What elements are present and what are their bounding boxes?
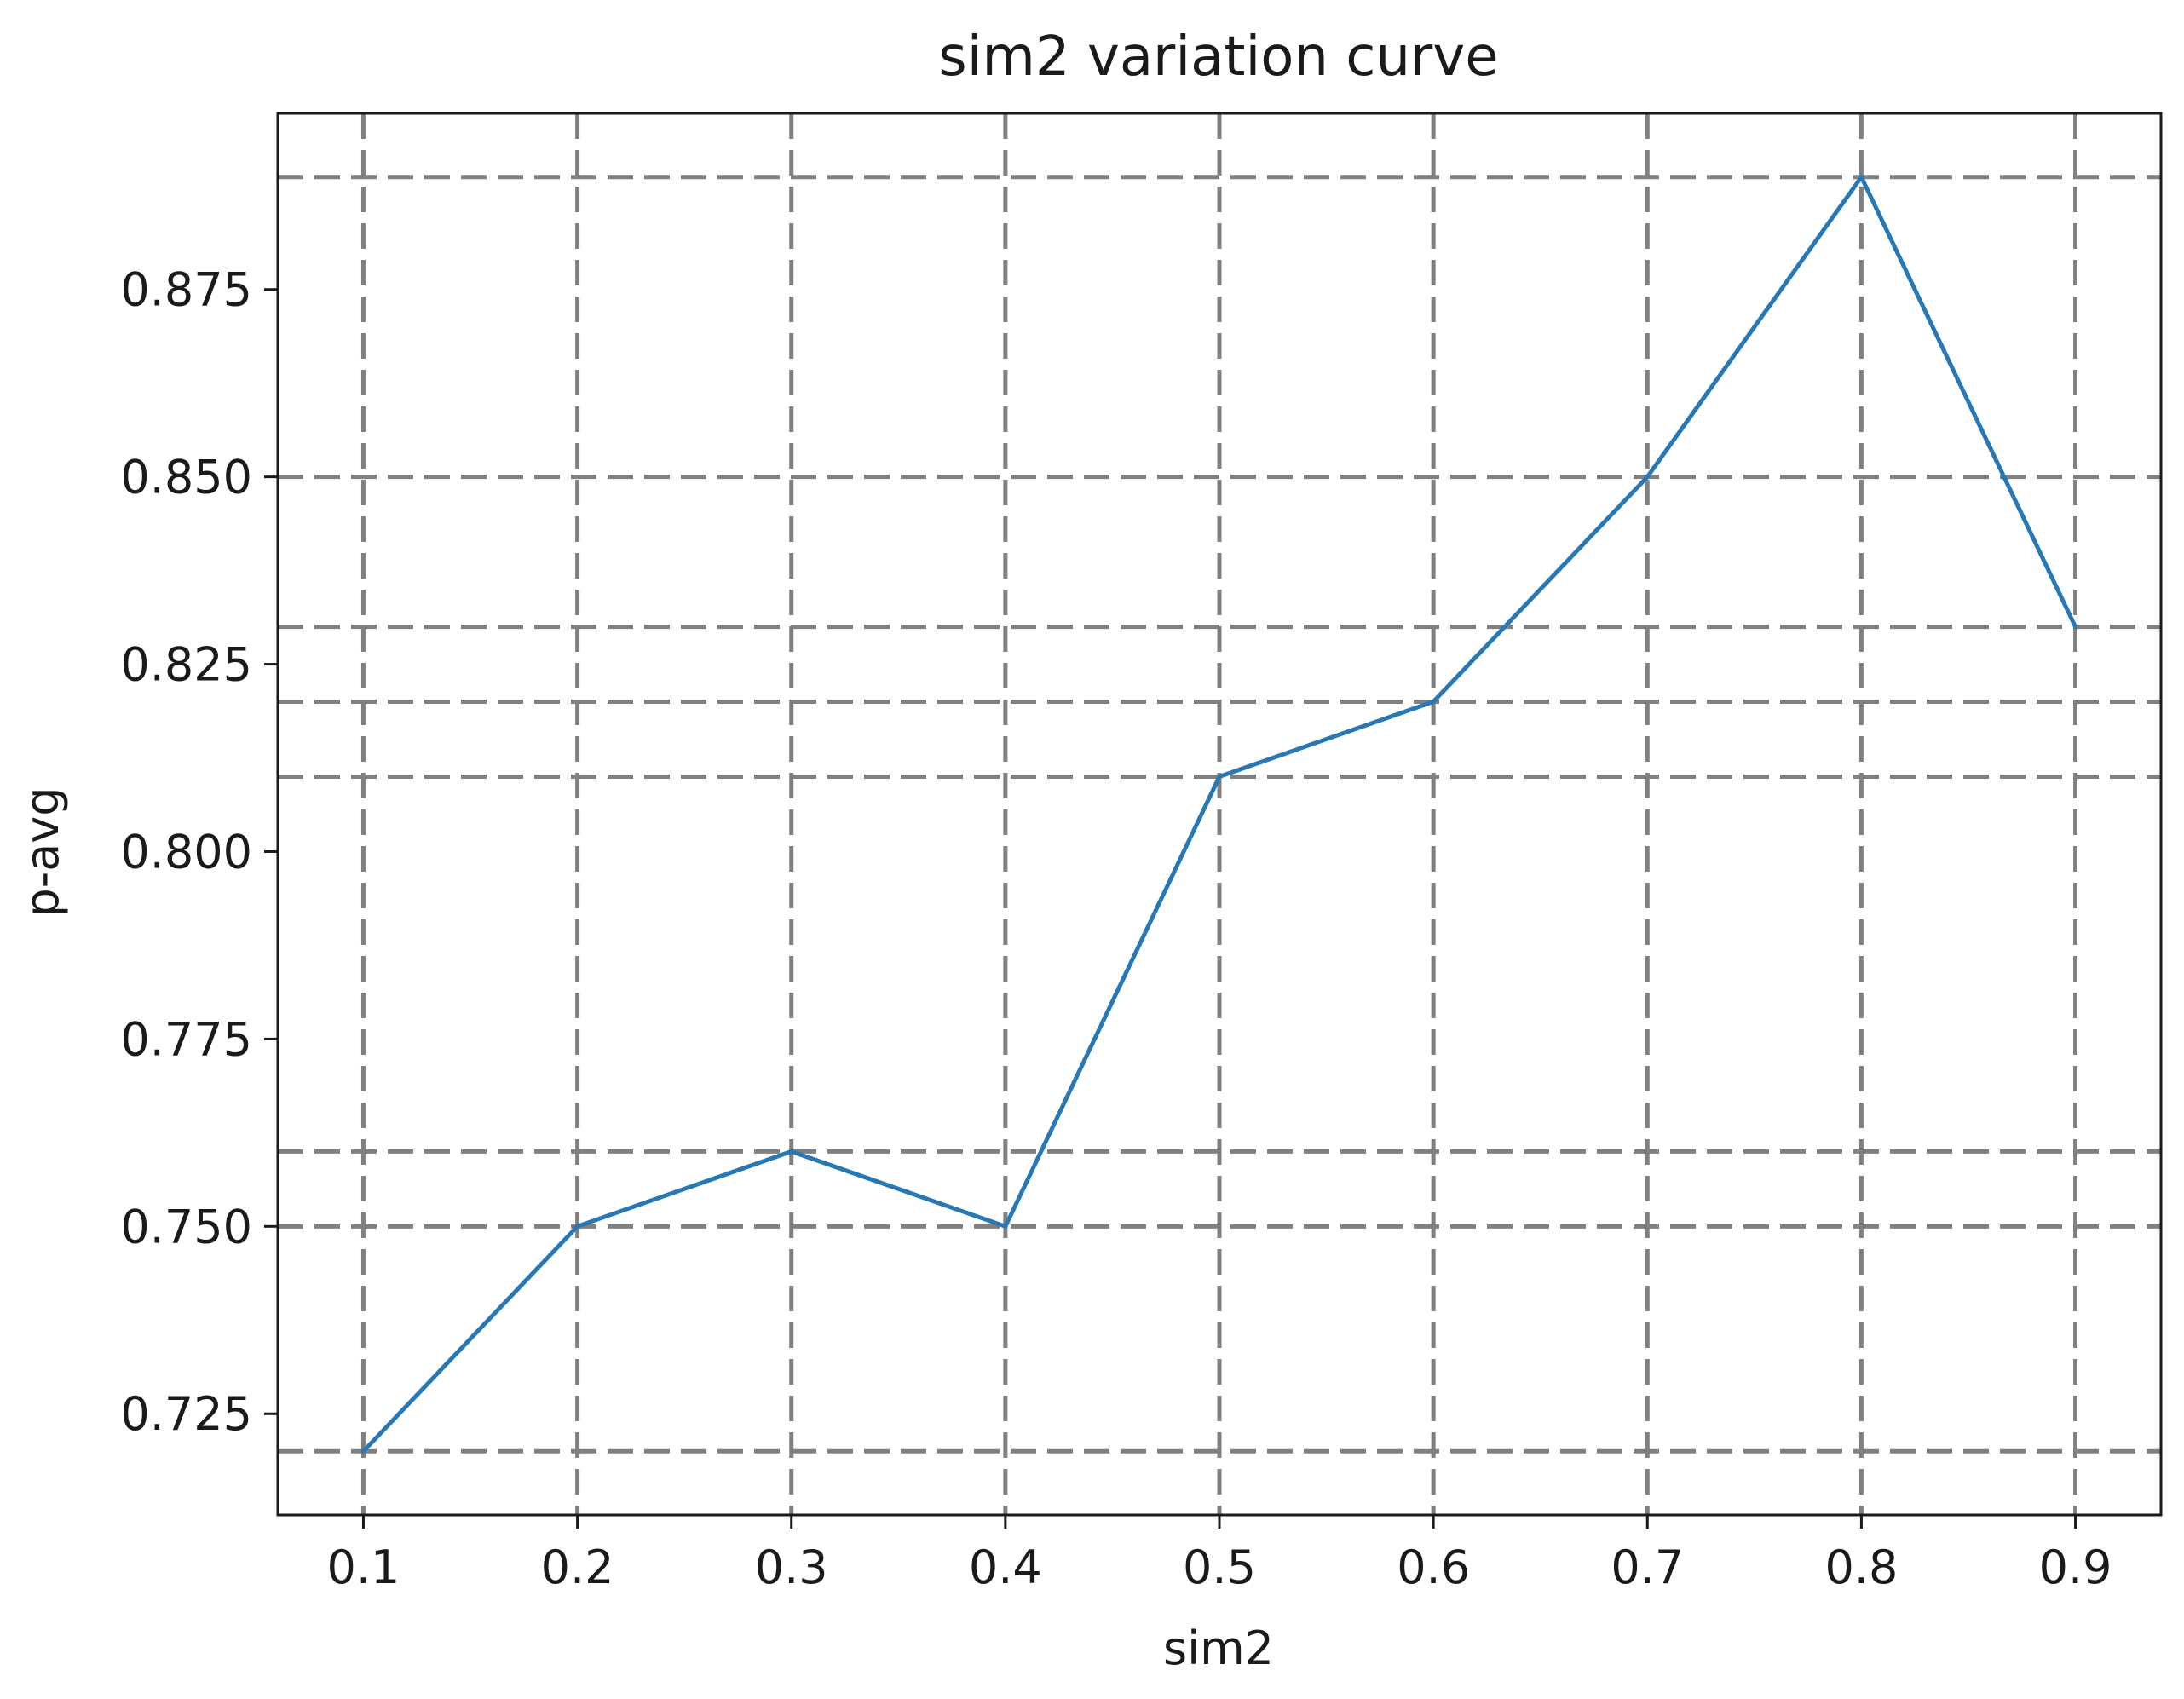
data-point [789,1149,794,1154]
y-axis-ticks: 0.725 0.750 0.775 0.800 0.825 0.850 0.875 [120,263,278,1441]
y-axis-label: p-avg [15,786,69,917]
x-tick-label: 0.4 [969,1541,1042,1594]
x-tick-label: 0.3 [755,1541,828,1594]
y-tick-label: 0.825 [120,638,252,692]
x-tick-label: 0.8 [1824,1541,1898,1594]
x-tick-label: 0.9 [2039,1541,2112,1594]
series-layer [360,175,2078,1454]
y-tick-label: 0.750 [120,1200,252,1253]
chart-title: sim2 variation curve [938,26,1498,89]
data-point [1003,1224,1008,1229]
data-point [1217,775,1222,780]
x-tick-label: 0.5 [1183,1541,1256,1594]
data-point [1431,700,1436,705]
y-tick-label: 0.850 [120,451,252,504]
y-tick-label: 0.875 [120,263,252,317]
data-point [1645,475,1650,480]
data-point [1858,175,1864,180]
data-point [360,1448,366,1454]
y-tick-label: 0.725 [120,1387,252,1441]
y-tick-label: 0.800 [120,825,252,878]
x-axis-label: sim2 [1163,1621,1274,1675]
data-point [2073,625,2078,630]
x-tick-label: 0.7 [1611,1541,1684,1594]
y-tick-label: 0.775 [120,1012,252,1066]
x-tick-label: 0.6 [1397,1541,1470,1594]
data-point [575,1224,580,1229]
x-tick-label: 0.1 [327,1541,400,1594]
x-axis-ticks: 0.1 0.2 0.3 0.4 0.5 0.6 0.7 0.8 0.9 [327,1515,2112,1594]
x-tick-label: 0.2 [541,1541,614,1594]
